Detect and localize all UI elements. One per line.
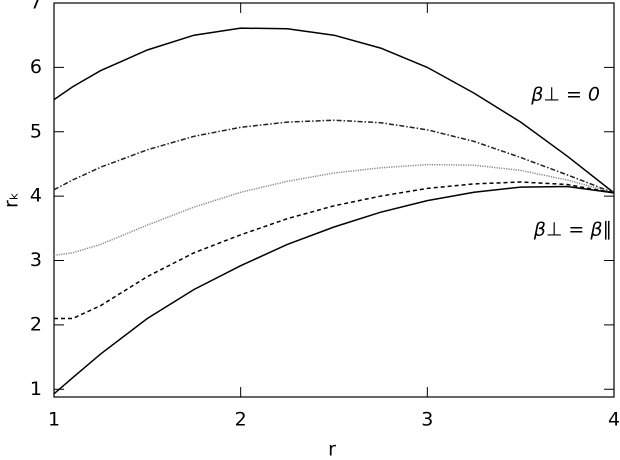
y-tick-label: 5 [30,120,42,142]
x-tick-label: 2 [235,409,247,431]
x-tick-label: 1 [48,409,60,431]
data-line [53,163,615,257]
x-tick-label: 3 [421,409,433,431]
y-tick-label: 1 [30,378,42,400]
x-tick-label: 4 [608,409,620,431]
annotation: β⊥ = 0 [530,84,600,106]
data-line [53,185,615,395]
y-tick-label: 7 [30,0,42,14]
x-axis-label: r [328,439,336,460]
plot-frame [53,2,615,398]
data-line [53,27,615,194]
y-tick-label: 3 [30,249,42,271]
y-tick-label: 6 [30,56,42,78]
data-line [54,181,615,320]
data-line [53,119,615,194]
y-tick-label: 4 [30,185,42,207]
annotation: β⊥ = β∥ [533,219,612,241]
y-tick-label: 2 [30,313,42,335]
y-axis-label: rₖ [1,192,23,208]
